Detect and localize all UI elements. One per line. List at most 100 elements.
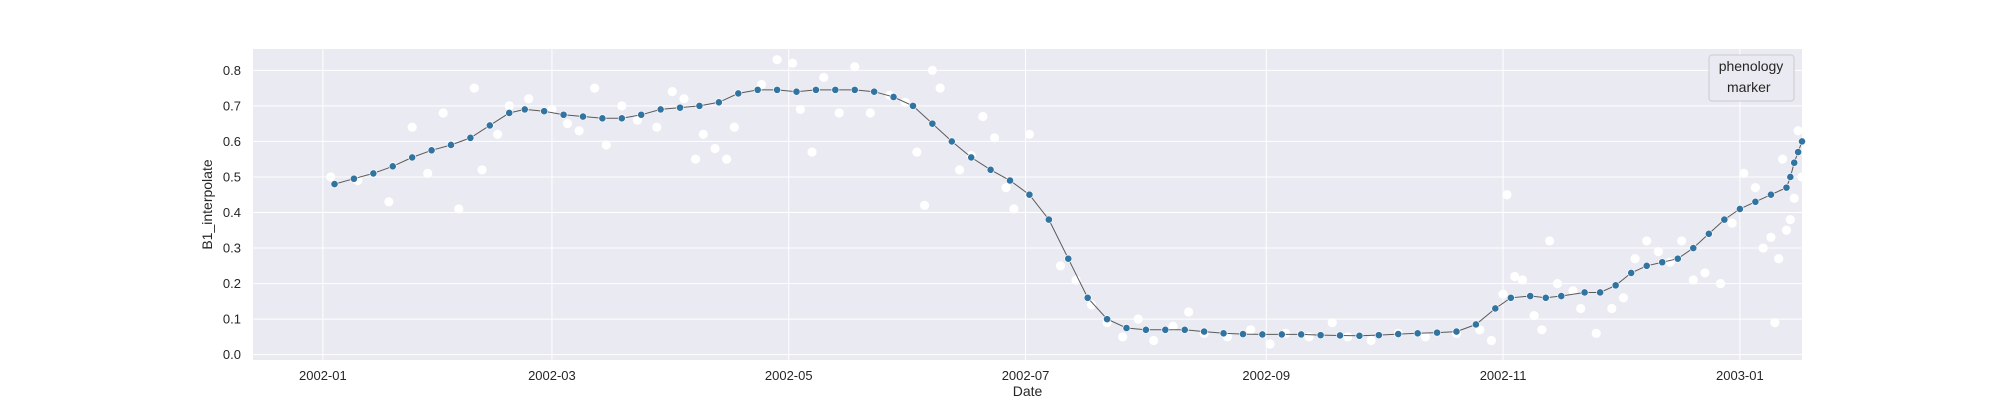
legend-title: phenology (1719, 58, 1784, 74)
interpolated-point (637, 110, 646, 119)
x-tick-label: 2002-11 (1480, 368, 1527, 383)
y-tick-label: 0.4 (223, 205, 241, 220)
raw-point (690, 154, 701, 164)
interpolated-point (773, 85, 781, 94)
raw-point (807, 147, 817, 157)
interpolated-point (1786, 173, 1795, 181)
interpolated-point (579, 112, 587, 121)
interpolated-point (1794, 148, 1803, 156)
x-tick-label: 2002-01 (299, 368, 347, 383)
raw-point (667, 87, 677, 97)
raw-point (1184, 307, 1194, 317)
raw-point (912, 147, 922, 157)
raw-point (819, 72, 829, 83)
raw-point (1552, 278, 1563, 289)
y-axis-ticks: 0.0 0.1 0.2 0.3 0.4 0.5 0.6 0.7 0.8 (223, 63, 241, 362)
interpolated-point (1526, 292, 1535, 300)
raw-point (590, 83, 600, 93)
raw-point (1510, 271, 1520, 282)
legend-box (1708, 54, 1795, 102)
interpolated-point (1642, 261, 1651, 270)
interpolated-point (330, 180, 339, 188)
interpolated-point (1541, 293, 1550, 302)
raw-point (1420, 332, 1431, 342)
interpolated-point (1452, 327, 1461, 336)
interpolated-point (466, 133, 475, 142)
raw-point (1758, 243, 1768, 253)
raw-point (679, 94, 689, 104)
interpolated-point (559, 110, 568, 119)
raw-points-series (326, 55, 1807, 349)
interpolated-point (1491, 304, 1500, 313)
interpolated-point (1471, 320, 1480, 329)
raw-point (772, 55, 782, 65)
interpolated-point (1751, 197, 1760, 206)
interpolated-point (714, 98, 723, 107)
raw-point (407, 122, 417, 132)
raw-point (652, 122, 662, 132)
interpolated-point (1798, 137, 1806, 146)
interpolated-point (986, 165, 995, 174)
raw-point (927, 65, 937, 75)
x-tick-label: 2002-05 (765, 368, 813, 383)
raw-point (989, 133, 1000, 143)
raw-point (920, 200, 930, 210)
raw-point (1766, 232, 1776, 242)
interpolated-point (1083, 293, 1092, 302)
raw-point (1591, 328, 1601, 338)
raw-point (1750, 183, 1761, 193)
raw-point (469, 83, 479, 93)
interpolated-point (909, 101, 917, 110)
interpolated-point (656, 105, 665, 114)
interpolated-point (734, 89, 743, 98)
raw-point (1498, 289, 1508, 299)
plot-area (253, 49, 1802, 360)
raw-point (1545, 236, 1555, 246)
y-tick-label: 0.7 (223, 98, 241, 113)
interpolated-point (1580, 288, 1589, 297)
interpolated-point (812, 85, 820, 94)
interpolated-point (1142, 325, 1150, 334)
interpolated-point (485, 121, 494, 130)
interpolated-point (870, 87, 879, 96)
raw-point (722, 154, 732, 164)
y-tick-label: 0.1 (223, 312, 241, 327)
legend: phenology marker (1708, 54, 1795, 102)
interpolated-point (1355, 331, 1364, 340)
interpolated-point (1673, 254, 1682, 263)
raw-point (710, 143, 720, 154)
raw-point (834, 108, 844, 118)
raw-point (1715, 278, 1726, 289)
y-axis-label: B1_interpolate (199, 159, 215, 250)
raw-point (1024, 129, 1035, 139)
interpolated-point (447, 141, 455, 149)
interpolated-point (1557, 292, 1566, 300)
raw-point (1688, 275, 1698, 285)
raw-point (524, 94, 534, 104)
raw-point (1576, 303, 1586, 314)
raw-point (1677, 236, 1687, 246)
raw-point (1777, 154, 1788, 164)
raw-point (1265, 339, 1275, 349)
raw-point (1118, 332, 1128, 342)
interpolated-point (1704, 229, 1713, 238)
raw-point (1502, 190, 1512, 200)
y-tick-label: 0.3 (223, 241, 241, 256)
raw-point (1781, 225, 1792, 235)
interpolated-point (369, 169, 378, 178)
raw-point (1770, 318, 1780, 328)
raw-point (978, 111, 988, 122)
raw-point (1665, 257, 1675, 267)
interpolated-point (1790, 158, 1799, 167)
raw-point (1009, 204, 1019, 214)
raw-point (1642, 236, 1652, 246)
raw-point (504, 101, 514, 111)
interpolated-point (617, 114, 626, 123)
interpolated-point (792, 87, 801, 96)
interpolated-point (1161, 325, 1170, 334)
interpolated-point (1044, 215, 1053, 224)
interpolated-point (1219, 329, 1228, 338)
interpolated-point (1782, 183, 1791, 192)
legend-entry-marker: marker (1727, 79, 1771, 95)
